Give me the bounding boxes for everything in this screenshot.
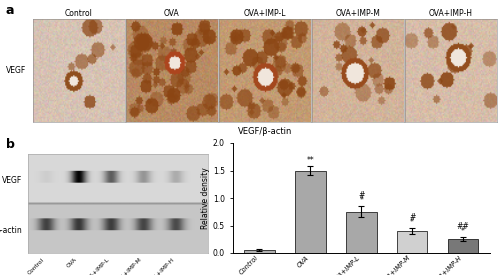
Text: **: ** [306,156,314,165]
Text: #: # [358,191,364,200]
Text: OVA+IMP-M: OVA+IMP-M [336,9,380,18]
Y-axis label: Relative density: Relative density [201,167,210,229]
Bar [244,250,274,253]
Bar [295,170,326,253]
Text: OVA+IMP-H: OVA+IMP-H [429,9,473,18]
Bar [397,231,428,253]
Text: VEGF: VEGF [2,176,22,185]
Text: β-actin: β-actin [0,226,22,235]
Text: a: a [6,4,14,17]
Text: *: * [410,218,414,227]
Text: OVA: OVA [66,257,78,269]
Text: *: * [360,196,363,205]
Text: *: * [461,227,465,236]
Text: #: # [409,213,416,222]
Text: OVA: OVA [164,9,180,18]
Text: Control: Control [27,257,46,275]
Bar [448,239,478,253]
Text: Control: Control [65,9,93,18]
Text: VEGF: VEGF [6,66,26,75]
Text: OVA+IMP-M: OVA+IMP-M [114,257,142,275]
Bar [346,212,376,253]
Text: VEGF/β-actin: VEGF/β-actin [238,126,292,136]
Text: OVA+IMP-H: OVA+IMP-H [148,257,175,275]
Text: OVA+IMP-L: OVA+IMP-L [244,9,286,18]
Text: ##: ## [456,222,469,231]
Text: b: b [6,138,15,150]
Text: OVA+IMP-L: OVA+IMP-L [84,257,110,275]
